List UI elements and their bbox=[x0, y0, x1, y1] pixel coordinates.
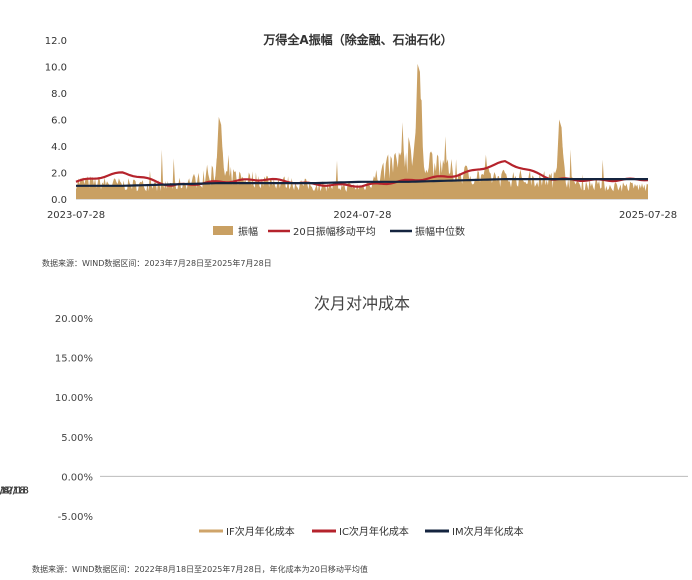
x-tick-label: 2023-07-28 bbox=[47, 210, 105, 221]
amplitude-chart: 万得全A振幅（除金融、石油石化） 0.0 2.0 4.0 6.0 8.0 10.0 12.0 2… bbox=[0, 0, 692, 260]
legend-ic-label: IC次月年化成本 bbox=[339, 525, 409, 538]
y-tick-label: 6.0 bbox=[51, 116, 67, 127]
y-tick-label: 0.00% bbox=[61, 472, 93, 483]
x-tick-label: 2024-07-28 bbox=[333, 210, 391, 221]
x-tick-label: 2023/12/18 bbox=[0, 485, 29, 496]
amplitude-chart-svg: 万得全A振幅（除金融、石油石化） 0.0 2.0 4.0 6.0 8.0 10.0 12.0 2… bbox=[45, 32, 677, 238]
y-tick-label: 20.00% bbox=[55, 314, 93, 325]
chart-title: 万得全A振幅（除金融、石油石化） bbox=[262, 32, 452, 47]
x-tick-label: 2025/4/18 bbox=[0, 485, 26, 496]
x-tick-label: 2024/4/18 bbox=[0, 485, 26, 496]
chart-title: 次月对冲成本 bbox=[314, 294, 410, 313]
y-tick-label: 4.0 bbox=[51, 142, 67, 153]
x-tick-label: 2024/8/18 bbox=[0, 485, 26, 496]
legend-if-label: IF次月年化成本 bbox=[226, 525, 295, 538]
legend-median-label: 振幅中位数 bbox=[415, 225, 465, 238]
x-tick-label: 2023/8/18 bbox=[0, 485, 26, 496]
y-tick-label: 10.0 bbox=[45, 63, 67, 74]
y-tick-label: 0.0 bbox=[51, 195, 67, 206]
hedge-cost-chart-svg: 次月对冲成本 -5.00% 0.00% 5.00% 10.00% 15.00% 20.00%… bbox=[0, 282, 688, 538]
amplitude-peak bbox=[413, 63, 424, 199]
legend-amplitude-label: 振幅 bbox=[238, 225, 258, 238]
y-tick-label: 15.00% bbox=[55, 354, 93, 365]
x-tick-label: 2023/4/18 bbox=[0, 485, 26, 496]
y-tick-label: -5.00% bbox=[58, 512, 93, 523]
legend-ma20-label: 20日振幅移动平均 bbox=[293, 225, 376, 238]
x-tick-label: 2022/8/18 bbox=[0, 485, 26, 496]
x-tick-label: 2025-07-28 bbox=[619, 210, 677, 221]
x-tick-label: 2024/12/18 bbox=[0, 485, 29, 496]
amplitude-source-note: 数据来源：WIND数据区间：2023年7月28日至2025年7月28日 bbox=[42, 259, 272, 268]
amplitude-peak bbox=[555, 119, 566, 199]
median-line bbox=[76, 178, 648, 187]
amplitude-peak bbox=[214, 116, 225, 199]
y-tick-label: 8.0 bbox=[51, 89, 67, 100]
y-tick-label: 10.00% bbox=[55, 393, 93, 404]
y-tick-label: 5.00% bbox=[61, 433, 93, 444]
hedge-cost-chart: 次月对冲成本 -5.00% 0.00% 5.00% 10.00% 15.00% 20.00%… bbox=[0, 282, 692, 554]
hedge-cost-source-note: 数据来源：WIND数据区间：2022年8月18日至2025年7月28日，年化成本… bbox=[32, 565, 368, 574]
legend-amplitude-swatch bbox=[213, 226, 233, 235]
y-tick-label: 12.0 bbox=[45, 36, 67, 47]
legend-im-label: IM次月年化成本 bbox=[452, 525, 524, 538]
x-tick-label: 2022/12/18 bbox=[0, 485, 29, 496]
y-tick-label: 2.0 bbox=[51, 169, 67, 180]
